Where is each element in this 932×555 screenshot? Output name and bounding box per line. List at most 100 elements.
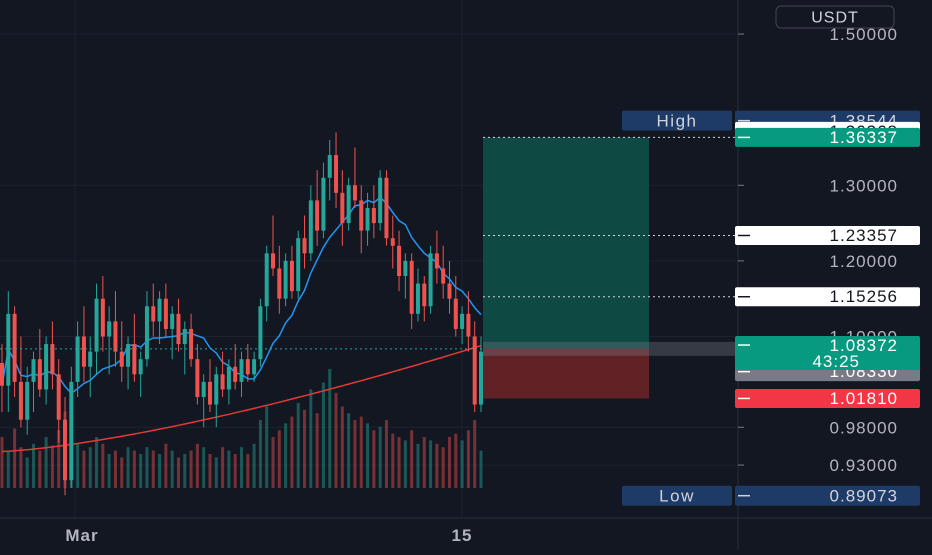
candle-body bbox=[378, 177, 383, 224]
volume-bar bbox=[176, 457, 180, 488]
candle-body bbox=[163, 298, 168, 329]
volume-bar bbox=[158, 454, 162, 488]
candle-body bbox=[0, 362, 4, 386]
price-level-lines bbox=[0, 136, 738, 350]
candles bbox=[0, 132, 483, 496]
volume-bar bbox=[120, 457, 124, 488]
price-badge-white-bg bbox=[735, 287, 920, 307]
volume-bar bbox=[441, 447, 445, 488]
volume-bar bbox=[227, 450, 231, 488]
candle-body bbox=[226, 366, 231, 390]
volume-bar bbox=[164, 443, 168, 488]
candle-body bbox=[371, 207, 376, 224]
loss-zone[interactable] bbox=[483, 348, 649, 399]
volume-bar bbox=[290, 416, 294, 488]
currency-selector-box[interactable] bbox=[775, 5, 895, 29]
volume-bar bbox=[410, 430, 414, 488]
candle-body bbox=[277, 268, 282, 299]
volume-bar bbox=[277, 430, 281, 488]
candle-body bbox=[334, 155, 339, 193]
volume-bar bbox=[422, 437, 426, 488]
candle-body bbox=[94, 298, 99, 352]
candle-body bbox=[69, 381, 74, 481]
volume-bar bbox=[32, 443, 36, 488]
currency-label: USDT bbox=[811, 10, 859, 27]
x-tick-label: Mar bbox=[65, 526, 98, 545]
entry-line-band[interactable] bbox=[483, 341, 738, 356]
candle-body bbox=[289, 260, 294, 292]
candle-body bbox=[434, 253, 439, 269]
candle-body bbox=[397, 245, 402, 277]
volume-bar bbox=[340, 406, 344, 488]
volume-bar bbox=[460, 440, 464, 488]
candle-body bbox=[107, 321, 112, 337]
candle-body bbox=[113, 321, 118, 352]
candle-body bbox=[258, 306, 263, 360]
price-badge-red-bg bbox=[735, 388, 920, 408]
candle-body bbox=[138, 359, 143, 375]
volume-bar bbox=[126, 447, 130, 488]
candle-body bbox=[81, 336, 86, 367]
y-tick-label: 0.93000 bbox=[830, 456, 898, 475]
candle-body bbox=[302, 238, 307, 254]
candle-body bbox=[365, 207, 370, 231]
ma-long-line bbox=[1, 344, 482, 453]
candle-body bbox=[245, 359, 250, 375]
candle-body bbox=[352, 185, 357, 201]
candle-body bbox=[201, 381, 206, 398]
candle-body bbox=[100, 298, 105, 337]
position-tool[interactable] bbox=[483, 137, 738, 399]
candle-body bbox=[176, 313, 181, 345]
volume-bar bbox=[303, 409, 307, 488]
volume-bar bbox=[366, 423, 370, 488]
y-tick-label: 0.98000 bbox=[830, 418, 898, 437]
volume-bar bbox=[315, 413, 319, 488]
volume-bar bbox=[284, 423, 288, 488]
volume-bar bbox=[447, 437, 451, 488]
candle-body bbox=[50, 344, 55, 375]
volume-bar bbox=[214, 457, 218, 488]
current-price-badge-label: 1.08372 bbox=[830, 336, 898, 355]
currency-selector[interactable]: USDT bbox=[775, 5, 895, 29]
volume-bar bbox=[44, 437, 48, 488]
volume-bar bbox=[221, 447, 225, 488]
current-price-badge-countdown: 43:25 bbox=[812, 352, 860, 371]
volume-bar bbox=[321, 382, 325, 488]
volume-bar bbox=[416, 443, 420, 488]
volume-bar bbox=[479, 450, 483, 488]
candle-body bbox=[340, 192, 345, 224]
candle-body bbox=[460, 313, 465, 329]
candle-body bbox=[271, 253, 276, 269]
candle-body bbox=[151, 306, 156, 322]
volume-bar bbox=[95, 437, 99, 488]
price-badges: High1.38544Low0.890731.363681.363371.233… bbox=[622, 110, 920, 506]
y-tick-label: 1.20000 bbox=[830, 252, 898, 271]
volume-bar bbox=[466, 430, 470, 488]
volume-bar bbox=[113, 450, 117, 488]
volume-bar bbox=[359, 416, 363, 488]
candle-body bbox=[18, 381, 23, 420]
candle-body bbox=[296, 238, 301, 292]
grid-lines bbox=[0, 0, 738, 518]
candle-body bbox=[264, 253, 269, 307]
profit-zone[interactable] bbox=[483, 137, 649, 349]
time-axis[interactable]: Mar 15 bbox=[0, 517, 932, 545]
volume-bar bbox=[391, 433, 395, 488]
volume-bar bbox=[88, 447, 92, 488]
volume-bar bbox=[473, 420, 477, 488]
volume-bar bbox=[101, 443, 105, 488]
candle-body bbox=[283, 260, 288, 299]
price-badge-teal-bg bbox=[735, 127, 920, 147]
volume-bar bbox=[378, 426, 382, 488]
candle-body bbox=[315, 200, 320, 231]
volume-bar bbox=[145, 447, 149, 488]
candle-body bbox=[170, 313, 175, 329]
candle-body bbox=[428, 253, 433, 307]
candle-body bbox=[207, 381, 212, 405]
volume-bar bbox=[189, 450, 193, 488]
candle-body bbox=[390, 238, 395, 246]
candle-body bbox=[403, 260, 408, 277]
